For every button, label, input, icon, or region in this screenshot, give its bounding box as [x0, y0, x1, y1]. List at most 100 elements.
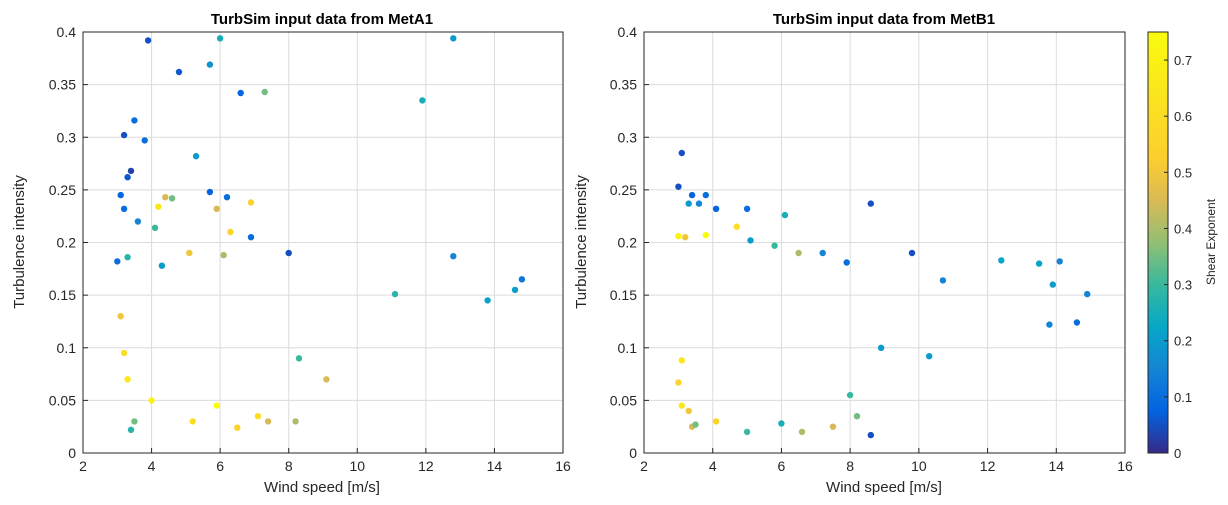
y-tick-label: 0	[68, 445, 76, 461]
data-point	[247, 199, 255, 206]
x-tick-label: 12	[980, 458, 996, 474]
data-point	[1084, 290, 1091, 298]
data-point	[117, 191, 124, 199]
colorbar-frame	[1147, 31, 1169, 454]
axis-ticks: 2 4 6 8 10 12 14 16 0 0.05 0.1 0.15 0.2 0.25 0.3 0.35 0.…	[610, 24, 1133, 474]
x-tick-label: 6	[216, 458, 224, 474]
x-tick-label: 10	[911, 458, 927, 474]
y-axis-label: Turbulence intensity	[573, 175, 590, 309]
y-tick-label: 0.25	[610, 182, 637, 198]
data-point	[127, 426, 135, 433]
data-point	[391, 290, 399, 298]
colorbar-tick-label: 0.3	[1174, 278, 1192, 293]
data-point	[120, 205, 128, 212]
data-point	[134, 218, 142, 225]
data-point	[247, 234, 255, 241]
data-point	[175, 68, 183, 76]
y-tick-label: 0.3	[57, 129, 77, 145]
data-point	[148, 397, 155, 404]
data-point	[120, 349, 128, 357]
data-point	[419, 97, 426, 104]
data-point	[292, 418, 299, 425]
y-tick-label: 0	[629, 445, 637, 461]
data-point	[1035, 260, 1043, 267]
colorbar-tick-label: 0.5	[1174, 165, 1192, 180]
x-tick-label: 2	[79, 458, 87, 474]
data-points	[675, 149, 1091, 439]
data-point	[877, 344, 885, 351]
x-tick-label: 2	[640, 458, 648, 474]
data-point	[867, 200, 874, 207]
data-point	[234, 424, 241, 431]
data-point	[712, 418, 720, 425]
x-tick-label: 4	[709, 458, 717, 474]
y-tick-label: 0.35	[610, 77, 637, 93]
colorbar: 0 0.1 0.2 0.3 0.4 0.5 0.6 0.7 Shear Exponent	[1147, 31, 1218, 461]
axis-ticks: 2 4 6 8 10 12 14 16 0 0.05 0.1 0.15 0.2 0.25 0.3 0.35 0.…	[49, 24, 571, 474]
data-point	[186, 249, 193, 257]
data-point	[695, 200, 703, 207]
data-point	[518, 276, 526, 283]
data-point	[323, 376, 330, 383]
data-point	[781, 211, 789, 219]
y-tick-label: 0.15	[49, 287, 76, 303]
grid	[643, 31, 1126, 454]
x-tick-label: 16	[1117, 458, 1133, 474]
data-point	[712, 205, 720, 212]
data-point	[702, 191, 709, 199]
data-point	[747, 237, 754, 244]
data-point	[227, 228, 234, 236]
data-point	[213, 402, 220, 409]
data-point	[237, 89, 244, 97]
data-point	[223, 194, 231, 201]
data-point	[867, 431, 874, 439]
data-point	[843, 259, 850, 266]
x-tick-label: 8	[285, 458, 293, 474]
data-point	[158, 262, 166, 269]
colorbar-label: Shear Exponent	[1204, 198, 1218, 285]
y-tick-label: 0.2	[57, 235, 77, 251]
x-axis-label: Wind speed [m/s]	[264, 479, 380, 496]
data-point	[254, 413, 262, 420]
x-tick-label: 6	[778, 458, 786, 474]
data-point	[155, 203, 162, 210]
x-tick-label: 4	[148, 458, 156, 474]
data-point	[189, 418, 196, 425]
colorbar-tick-label: 0.6	[1174, 109, 1192, 124]
data-point	[295, 355, 303, 362]
colorbar-gradient	[1148, 32, 1168, 453]
scatter-panel-metb1: TurbSim input data from MetB1 2 4 6 8 10 12 14…	[573, 11, 1133, 496]
x-tick-label: 16	[555, 458, 571, 474]
grid	[82, 31, 564, 454]
data-point	[511, 286, 519, 294]
x-tick-label: 12	[418, 458, 434, 474]
data-point	[678, 357, 685, 364]
x-tick-label: 10	[349, 458, 365, 474]
data-point	[285, 249, 292, 257]
data-point	[124, 174, 131, 181]
data-point	[220, 251, 227, 259]
data-point	[733, 223, 740, 230]
data-point	[117, 313, 124, 320]
x-tick-label: 14	[487, 458, 503, 474]
data-point	[131, 418, 138, 425]
data-point	[450, 253, 457, 260]
data-point	[675, 183, 682, 190]
data-point	[743, 428, 751, 436]
y-tick-label: 0.1	[618, 340, 638, 356]
data-point	[682, 234, 689, 241]
data-point	[144, 37, 152, 44]
chart-title: TurbSim input data from MetA1	[211, 11, 433, 28]
data-point	[743, 205, 751, 212]
y-tick-label: 0.2	[618, 235, 638, 251]
data-point	[162, 194, 169, 201]
data-point	[908, 249, 916, 257]
y-tick-label: 0.1	[57, 340, 77, 356]
data-point	[124, 254, 131, 261]
data-point	[1073, 319, 1081, 326]
data-point	[771, 242, 778, 249]
y-tick-label: 0.35	[49, 77, 76, 93]
data-point	[798, 428, 806, 436]
data-point	[678, 402, 685, 409]
